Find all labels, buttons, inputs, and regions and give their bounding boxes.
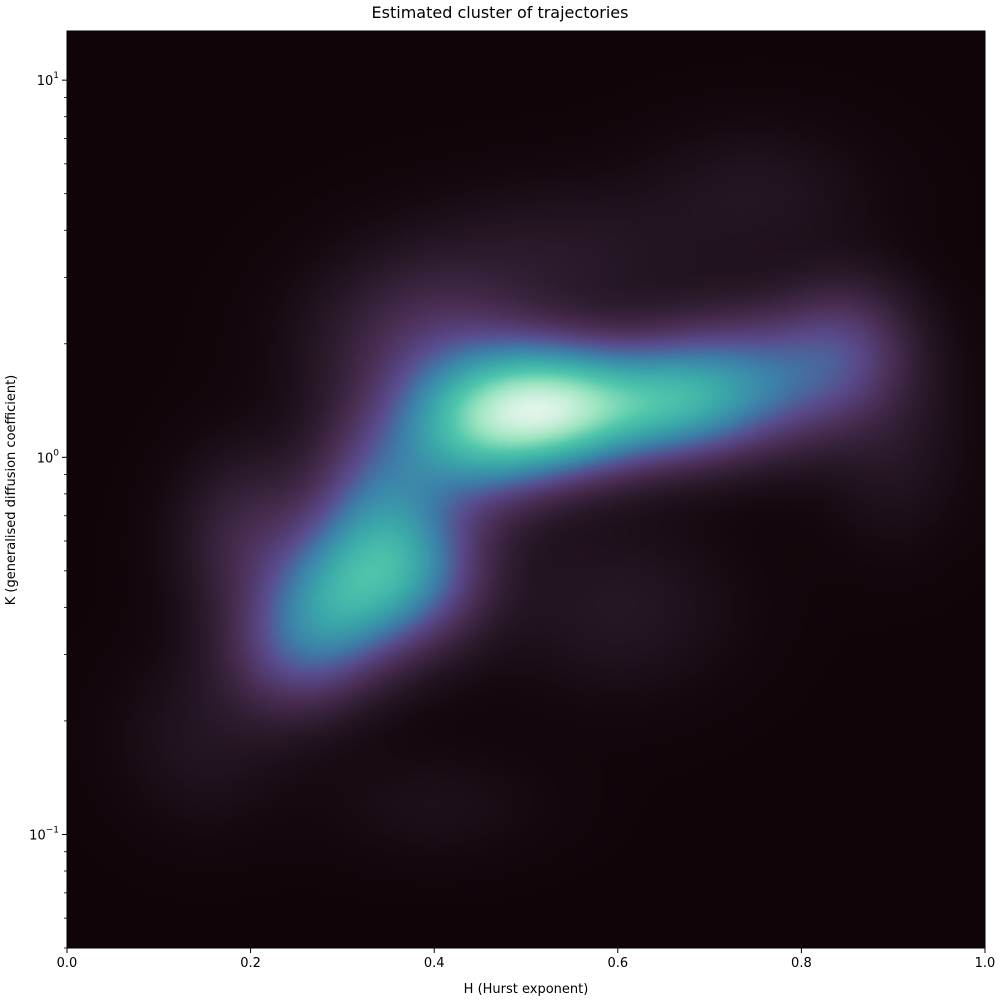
x-tick-label: 1.0: [975, 956, 996, 971]
x-axis: 0.0 0.2 0.4 0.6 0.8 1.0: [57, 948, 996, 971]
x-tick-label: 0.8: [791, 956, 812, 971]
y-tick-label: 100: [37, 448, 60, 466]
plot-area: [66, 30, 986, 949]
density-heatmap: [67, 31, 985, 948]
x-axis-label: H (Hurst exponent): [464, 982, 589, 997]
x-tick-label: 0.4: [424, 956, 445, 971]
y-tick-label: 101: [37, 71, 59, 89]
y-axis-label: K (generalised diffusion coefficient): [4, 375, 19, 606]
y-tick-label: 10−1: [29, 825, 59, 843]
density-heatmap-container: [67, 31, 985, 948]
chart-title: Estimated cluster of trajectories: [372, 3, 629, 22]
x-tick-label: 0.2: [240, 956, 261, 971]
x-tick-label: 0.6: [607, 956, 628, 971]
x-tick-label: 0.0: [57, 956, 78, 971]
plot-frame: [66, 30, 986, 949]
y-axis: 10−1 100 101: [29, 71, 67, 949]
